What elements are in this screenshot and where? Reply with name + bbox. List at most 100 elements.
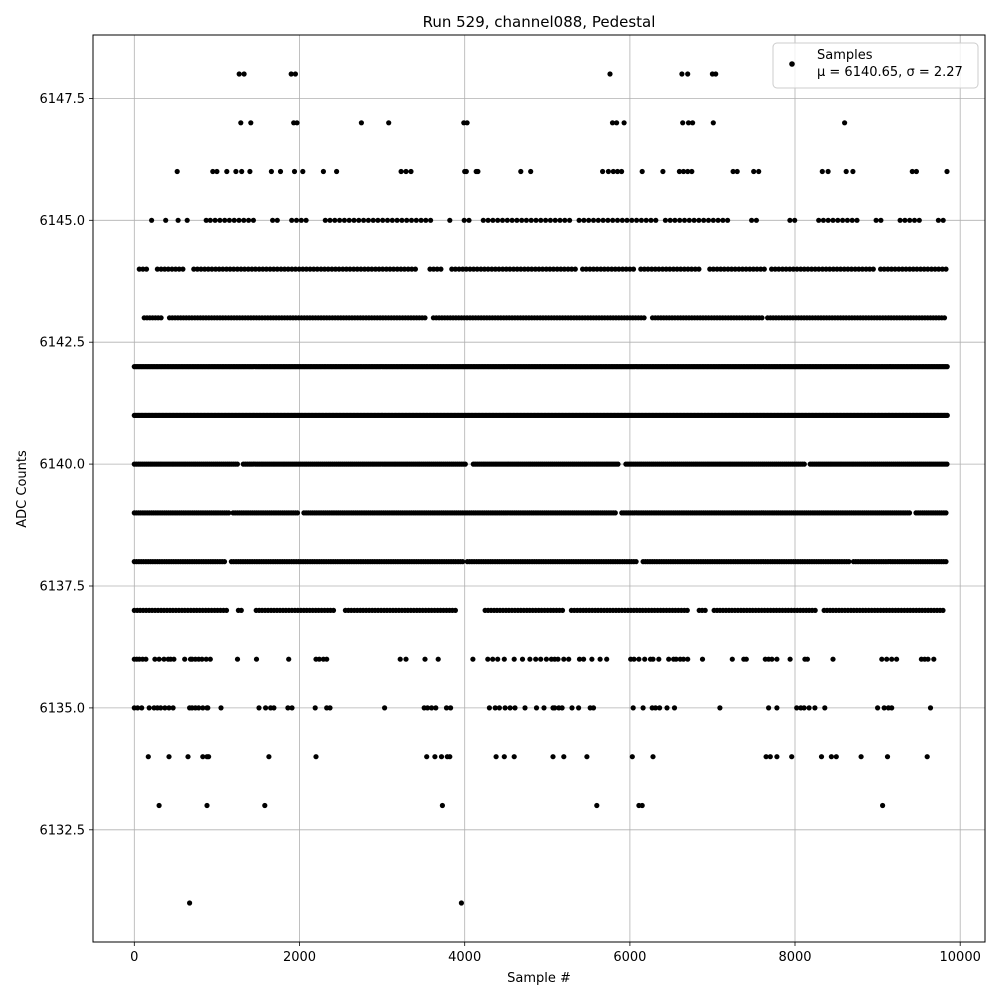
data-point: [139, 705, 145, 711]
data-point: [202, 266, 208, 272]
data-point: [143, 266, 150, 272]
data-point: [543, 266, 549, 272]
data-point: [557, 217, 563, 223]
data-point: [149, 217, 155, 223]
data-point: [630, 705, 636, 711]
data-point: [361, 217, 367, 223]
data-point: [288, 71, 294, 77]
data-point: [173, 266, 179, 272]
data-point: [162, 266, 168, 272]
y-axis-ticks: 6132.5 6135.0 6137.5 6140.0 6142.5 6145.0 6147…: [40, 92, 93, 838]
data-point: [634, 217, 640, 223]
data-point: [485, 217, 491, 223]
data-point: [238, 266, 244, 272]
data-point: [540, 266, 546, 272]
data-point: [140, 266, 146, 272]
data-point: [844, 217, 851, 223]
data-point: [285, 266, 291, 272]
data-point: [456, 266, 462, 272]
data-point: [486, 705, 492, 711]
data-point: [271, 705, 277, 711]
data-point: [629, 217, 635, 223]
data-point: [559, 607, 566, 614]
x-tick-label: 6000: [613, 950, 646, 965]
data-point: [480, 217, 486, 223]
data-point: [176, 266, 182, 272]
data-point: [787, 266, 793, 272]
data-point: [300, 266, 306, 272]
data-point: [629, 754, 635, 760]
x-tick-label: 10000: [940, 950, 981, 965]
data-point: [873, 217, 879, 223]
data-point: [375, 217, 381, 223]
data-point: [884, 656, 890, 662]
data-point: [636, 656, 642, 662]
data-point: [754, 266, 760, 272]
data-point: [501, 754, 507, 760]
data-point: [383, 266, 389, 272]
y-tick-label: 6140.0: [40, 458, 86, 473]
data-point: [819, 266, 826, 272]
data-point: [282, 266, 288, 272]
data-point: [840, 217, 846, 223]
data-point: [914, 266, 920, 272]
data-point: [686, 217, 692, 223]
data-point: [643, 217, 649, 223]
data-point: [594, 266, 600, 272]
data-point: [405, 266, 411, 272]
data-point: [759, 315, 765, 321]
data-point: [879, 656, 885, 662]
legend-box: [772, 42, 979, 89]
data-point: [899, 266, 906, 272]
data-point: [615, 461, 621, 467]
data-point: [594, 802, 600, 809]
data-point: [830, 266, 837, 272]
data-point: [511, 754, 517, 760]
data-point: [645, 266, 651, 272]
data-point: [631, 656, 637, 662]
data-point: [614, 217, 621, 223]
data-point: [734, 168, 740, 175]
data-point: [522, 705, 528, 711]
data-point: [495, 217, 501, 223]
data-point: [685, 656, 691, 662]
data-point: [203, 217, 209, 223]
data-point: [652, 705, 659, 711]
data-point: [174, 168, 180, 175]
data-point: [639, 802, 645, 809]
data-point: [260, 266, 266, 272]
data-point: [590, 705, 597, 711]
data-point: [921, 266, 927, 272]
data-point: [750, 266, 757, 272]
data-point: [804, 656, 811, 662]
data-point: [939, 266, 946, 272]
data-point: [518, 266, 524, 272]
data-point: [431, 266, 437, 272]
data-point: [774, 705, 780, 711]
data-point: [175, 217, 181, 223]
data-point: [569, 705, 575, 711]
legend-marker: [789, 61, 795, 67]
data-point: [351, 266, 357, 272]
data-point: [252, 266, 259, 272]
data-point: [136, 266, 142, 272]
data-point: [289, 217, 295, 223]
data-point: [156, 656, 162, 662]
data-point: [650, 754, 656, 760]
data-point: [511, 656, 517, 662]
data-point: [605, 168, 612, 175]
data-point: [236, 217, 242, 223]
data-point: [266, 754, 272, 760]
data-point: [692, 266, 698, 272]
data-point: [610, 168, 616, 175]
data-point: [878, 217, 884, 223]
data-point: [612, 510, 618, 516]
data-point: [458, 900, 464, 906]
data-point: [662, 217, 669, 223]
data-point: [720, 217, 726, 223]
data-point: [422, 315, 428, 321]
data-point: [621, 120, 627, 126]
data-point: [404, 217, 410, 223]
data-point: [543, 656, 550, 662]
data-point: [238, 120, 244, 126]
